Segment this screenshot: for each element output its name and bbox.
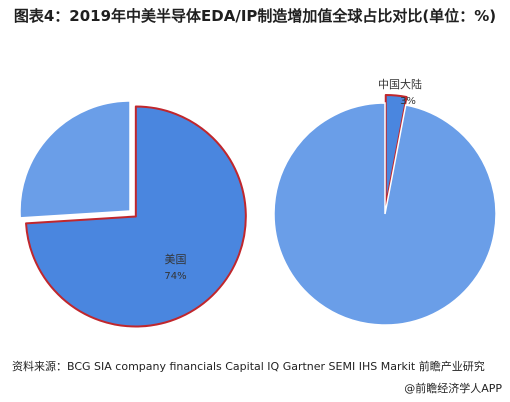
credit-note: @前瞻经济学人APP [404,382,502,395]
pie-slice-highlight [384,94,408,208]
pie-slice-other [19,100,131,219]
pie-chart-china: 中国大陆 3% [273,77,497,326]
slice-value-label: 74% [164,271,186,282]
chart-title: 图表4：2019年中美半导体EDA/IP制造增加值全球占比对比(单位：%) [13,7,497,25]
slice-category-label: 中国大陆 [378,77,422,91]
slice-category-label: 美国 [165,253,187,266]
pie-slice-highlight [25,105,247,328]
pie-slice-other [273,102,497,326]
pie-chart-us: 美国 74% [19,100,247,328]
source-note: 资料来源：BCG SIA company financials Capital … [12,360,485,373]
slice-value-label: 3% [400,96,416,107]
